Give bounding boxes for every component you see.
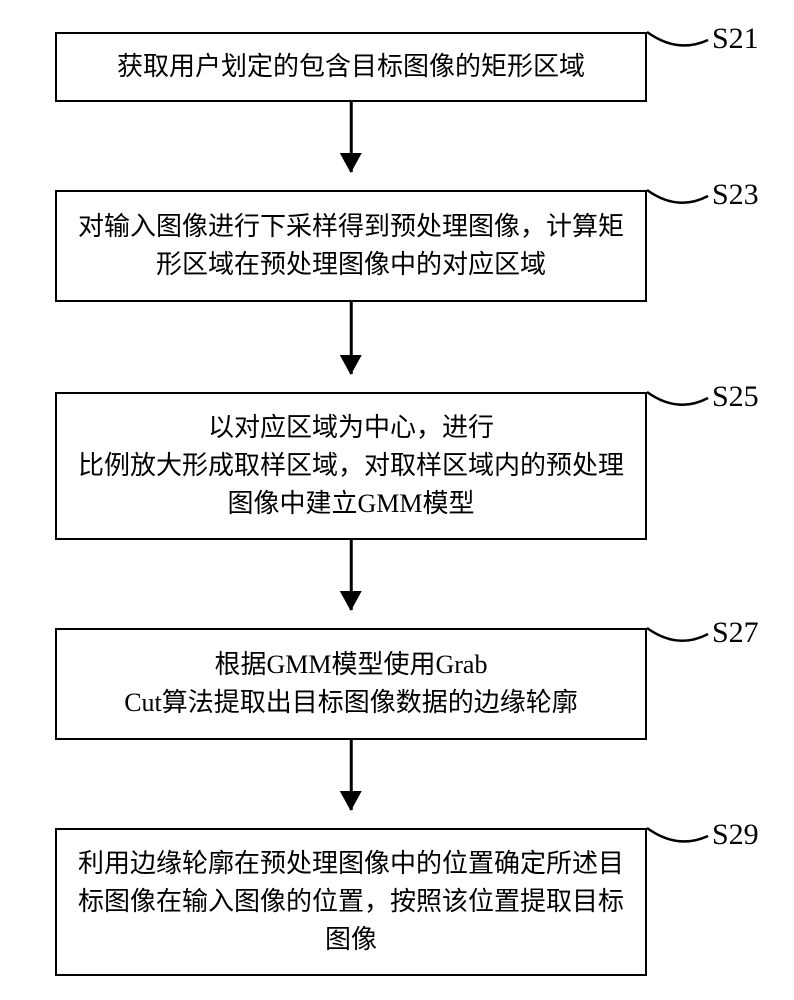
flow-arrow [350, 302, 353, 374]
step-label: S27 [712, 616, 759, 650]
node-text: 根据GMM模型使用Grab Cut算法提取出目标图像数据的边缘轮廓 [124, 646, 578, 721]
connector-line [642, 7, 713, 65]
connector-line [642, 367, 713, 423]
node-text: 获取用户划定的包含目标图像的矩形区域 [117, 48, 585, 86]
flow-arrow [350, 102, 353, 172]
step-label: S23 [712, 178, 759, 212]
connector-line [642, 165, 713, 221]
node-text: 对输入图像进行下采样得到预处理图像，计算矩形区域在预处理图像中的对应区域 [77, 208, 625, 283]
step-label: S29 [712, 818, 759, 852]
flowchart-diagram: 获取用户划定的包含目标图像的矩形区域对输入图像进行下采样得到预处理图像，计算矩形… [0, 0, 794, 1000]
connector-line [642, 603, 713, 659]
node-text: 以对应区域为中心，进行 比例放大形成取样区域，对取样区域内的预处理图像中建立GM… [77, 409, 625, 522]
flow-node: 以对应区域为中心，进行 比例放大形成取样区域，对取样区域内的预处理图像中建立GM… [55, 392, 647, 540]
connector-line [642, 803, 713, 861]
flow-node: 获取用户划定的包含目标图像的矩形区域 [55, 32, 647, 102]
flow-node: 利用边缘轮廓在预处理图像中的位置确定所述目标图像在输入图像的位置，按照该位置提取… [55, 828, 647, 976]
flow-node: 根据GMM模型使用Grab Cut算法提取出目标图像数据的边缘轮廓 [55, 628, 647, 740]
step-label: S25 [712, 380, 759, 414]
flow-arrow [350, 540, 353, 610]
node-text: 利用边缘轮廓在预处理图像中的位置确定所述目标图像在输入图像的位置，按照该位置提取… [77, 845, 625, 958]
step-label: S21 [712, 22, 759, 56]
flow-arrow [350, 740, 353, 810]
flow-node: 对输入图像进行下采样得到预处理图像，计算矩形区域在预处理图像中的对应区域 [55, 190, 647, 302]
